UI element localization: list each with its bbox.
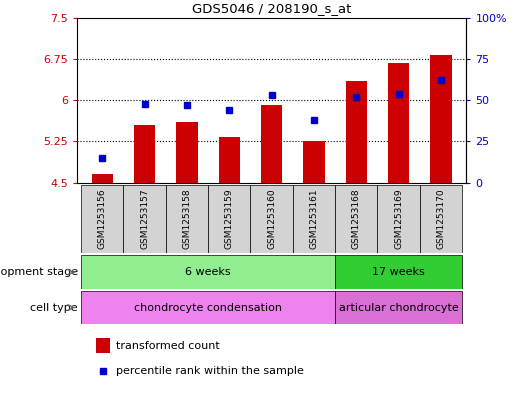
Bar bbox=[123, 185, 166, 253]
Text: development stage: development stage bbox=[0, 267, 78, 277]
Text: GSM1253156: GSM1253156 bbox=[98, 188, 107, 249]
Bar bbox=[420, 185, 462, 253]
Text: percentile rank within the sample: percentile rank within the sample bbox=[116, 366, 304, 376]
Bar bbox=[208, 185, 251, 253]
Bar bbox=[335, 291, 462, 324]
Bar bbox=[96, 338, 110, 353]
Text: chondrocyte condensation: chondrocyte condensation bbox=[134, 303, 282, 312]
Bar bbox=[92, 174, 113, 183]
Text: GSM1253170: GSM1253170 bbox=[437, 188, 446, 249]
Text: 6 weeks: 6 weeks bbox=[186, 267, 231, 277]
Text: GSM1253161: GSM1253161 bbox=[310, 188, 319, 249]
Bar bbox=[388, 63, 409, 183]
Bar bbox=[293, 185, 335, 253]
Text: articular chondrocyte: articular chondrocyte bbox=[339, 303, 458, 312]
Bar bbox=[176, 122, 198, 183]
Text: GSM1253169: GSM1253169 bbox=[394, 188, 403, 249]
Text: cell type: cell type bbox=[30, 303, 78, 312]
Text: GSM1253168: GSM1253168 bbox=[352, 188, 361, 249]
Bar bbox=[81, 291, 335, 324]
Bar bbox=[81, 185, 123, 253]
Text: GSM1253159: GSM1253159 bbox=[225, 188, 234, 249]
Bar bbox=[430, 55, 452, 183]
Bar bbox=[377, 185, 420, 253]
Text: GSM1253157: GSM1253157 bbox=[140, 188, 149, 249]
Text: GSM1253160: GSM1253160 bbox=[267, 188, 276, 249]
Bar bbox=[346, 81, 367, 183]
Bar bbox=[166, 185, 208, 253]
Bar bbox=[261, 105, 282, 183]
Bar bbox=[81, 255, 335, 289]
Text: 17 weeks: 17 weeks bbox=[372, 267, 425, 277]
Bar bbox=[251, 185, 293, 253]
Bar bbox=[335, 185, 377, 253]
Bar bbox=[219, 137, 240, 183]
Text: GSM1253158: GSM1253158 bbox=[182, 188, 191, 249]
Title: GDS5046 / 208190_s_at: GDS5046 / 208190_s_at bbox=[192, 2, 351, 15]
Bar bbox=[335, 255, 462, 289]
Bar bbox=[303, 141, 324, 183]
Bar bbox=[134, 125, 155, 183]
Text: transformed count: transformed count bbox=[116, 340, 219, 351]
